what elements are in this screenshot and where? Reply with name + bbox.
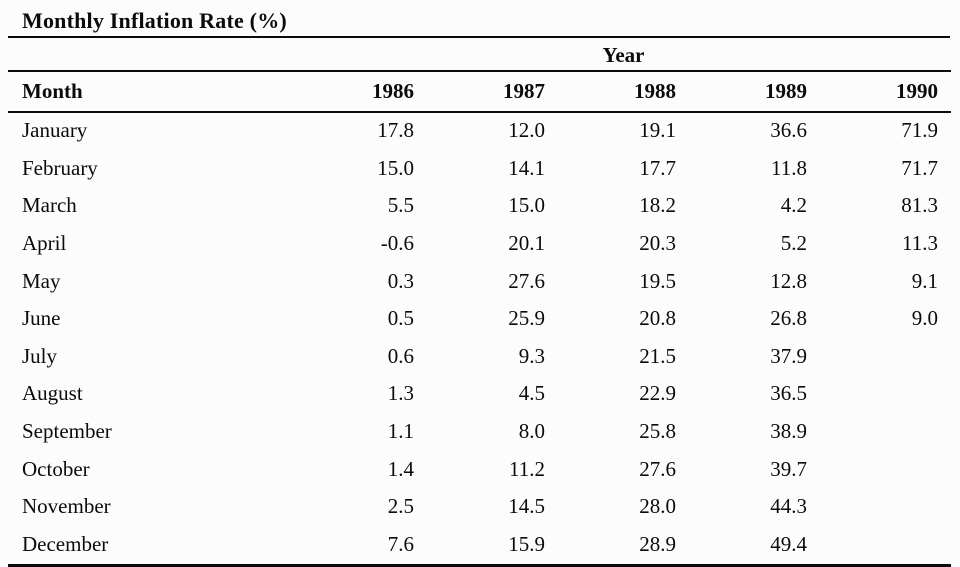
value-cell — [820, 489, 951, 527]
month-cell: June — [22, 306, 61, 331]
value-cell: 27.6 — [508, 268, 545, 293]
value-cell: 26.8 — [770, 306, 807, 331]
month-cell: October — [22, 456, 90, 481]
value-cell: 44.3 — [770, 494, 807, 519]
month-cell: May — [22, 268, 61, 293]
value-cell: 1.3 — [387, 381, 414, 406]
value-cell: 0.5 — [387, 306, 414, 331]
value-cell: 11.3 — [902, 231, 939, 256]
value-cell: 71.7 — [901, 155, 939, 180]
table-row: June 0.5 25.9 20.8 26.8 9.0 — [8, 301, 951, 339]
value-cell: 38.9 — [770, 419, 807, 444]
value-cell: 14.1 — [508, 155, 545, 180]
value-cell: 28.9 — [639, 531, 676, 556]
value-cell: -0.6 — [380, 231, 414, 256]
value-cell: 12.0 — [508, 118, 545, 143]
month-cell: January — [22, 118, 88, 143]
value-cell: 39.7 — [770, 456, 807, 481]
year-header-row: Month 1986 1987 1988 1989 1990 — [8, 71, 952, 112]
month-cell: November — [22, 494, 111, 519]
value-cell: 19.5 — [639, 268, 676, 293]
value-cell: 49.4 — [770, 531, 807, 556]
table-row: January 17.8 12.0 19.1 36.6 71.9 — [8, 112, 951, 151]
value-cell: 1.1 — [387, 419, 414, 444]
value-cell: 20.1 — [508, 231, 545, 256]
table-row: February 15.0 14.1 17.7 11.8 71.7 — [8, 151, 951, 189]
table-row: December 7.6 15.9 28.9 49.4 — [8, 527, 951, 566]
value-cell: 28.0 — [639, 494, 676, 519]
table-row: April -0.6 20.1 20.3 5.2 11.3 — [8, 226, 951, 264]
value-cell: 8.0 — [518, 419, 545, 444]
month-cell: April — [22, 231, 67, 256]
value-cell: 7.6 — [387, 531, 414, 556]
table-figure: Monthly Inflation Rate (%) Year Month 19… — [8, 0, 952, 567]
value-cell: 15.0 — [377, 155, 414, 180]
value-cell: 14.5 — [508, 494, 545, 519]
value-cell: 18.2 — [639, 193, 676, 218]
table-row: October 1.4 11.2 27.6 39.7 — [8, 451, 951, 489]
year-header: 1986 — [372, 79, 414, 103]
table-row: November 2.5 14.5 28.0 44.3 — [8, 489, 951, 527]
inflation-table: Year Month 1986 1987 1988 1989 1990 January 1… — [8, 38, 952, 567]
month-cell: February — [22, 155, 98, 180]
value-cell: 36.6 — [770, 118, 807, 143]
table-row: March 5.5 15.0 18.2 4.2 81.3 — [8, 188, 951, 226]
value-cell — [820, 414, 951, 452]
table-row: September 1.1 8.0 25.8 38.9 — [8, 414, 951, 452]
value-cell: 12.8 — [770, 268, 807, 293]
value-cell: 2.5 — [387, 494, 414, 519]
table-row: May 0.3 27.6 19.5 12.8 9.1 — [8, 263, 951, 301]
year-header: 1989 — [765, 79, 807, 103]
month-cell: August — [22, 381, 83, 406]
value-cell: 19.1 — [639, 118, 676, 143]
value-cell: 9.0 — [911, 306, 939, 331]
value-cell: 11.8 — [771, 155, 807, 180]
value-cell: 17.8 — [377, 118, 414, 143]
table-row: July 0.6 9.3 21.5 37.9 — [8, 339, 951, 377]
value-cell: 15.9 — [508, 531, 545, 556]
value-cell: 20.8 — [639, 306, 676, 331]
group-row-spacer — [8, 38, 296, 71]
value-cell: 21.5 — [639, 343, 676, 368]
year-header: 1990 — [896, 79, 939, 103]
value-cell: 9.1 — [911, 268, 939, 293]
value-cell: 15.0 — [508, 193, 545, 218]
value-cell: 1.4 — [387, 456, 414, 481]
value-cell — [820, 451, 951, 489]
value-cell: 11.2 — [509, 456, 545, 481]
value-cell: 22.9 — [639, 381, 676, 406]
table-row: August 1.3 4.5 22.9 36.5 — [8, 376, 951, 414]
month-cell: July — [22, 343, 58, 368]
value-cell: 5.5 — [387, 193, 414, 218]
month-cell: September — [22, 419, 112, 444]
value-cell: 71.9 — [901, 118, 939, 143]
value-cell: 17.7 — [639, 155, 676, 180]
value-cell: 25.8 — [639, 419, 676, 444]
value-cell — [820, 339, 951, 377]
year-header: 1987 — [503, 79, 545, 103]
value-cell: 20.3 — [639, 231, 676, 256]
value-cell: 25.9 — [508, 306, 545, 331]
month-cell: March — [22, 193, 77, 218]
table-body: January 17.8 12.0 19.1 36.6 71.9 February 15.0 1… — [8, 112, 951, 566]
value-cell: 81.3 — [901, 193, 939, 218]
value-cell: 27.6 — [639, 456, 676, 481]
value-cell: 4.5 — [518, 381, 545, 406]
table-title: Monthly Inflation Rate (%) — [8, 0, 950, 38]
month-cell: December — [22, 531, 109, 556]
value-cell: 36.5 — [770, 381, 807, 406]
value-cell: 4.2 — [780, 193, 807, 218]
value-cell: 37.9 — [770, 343, 807, 368]
value-cell: 0.6 — [387, 343, 414, 368]
value-cell: 0.3 — [387, 268, 414, 293]
value-cell — [820, 376, 951, 414]
value-cell: 5.2 — [780, 231, 807, 256]
year-group-row: Year — [8, 38, 952, 71]
year-group-header: Year — [602, 42, 645, 67]
month-column-header: Month — [22, 79, 83, 103]
value-cell: 9.3 — [518, 343, 545, 368]
year-header: 1988 — [634, 79, 676, 103]
